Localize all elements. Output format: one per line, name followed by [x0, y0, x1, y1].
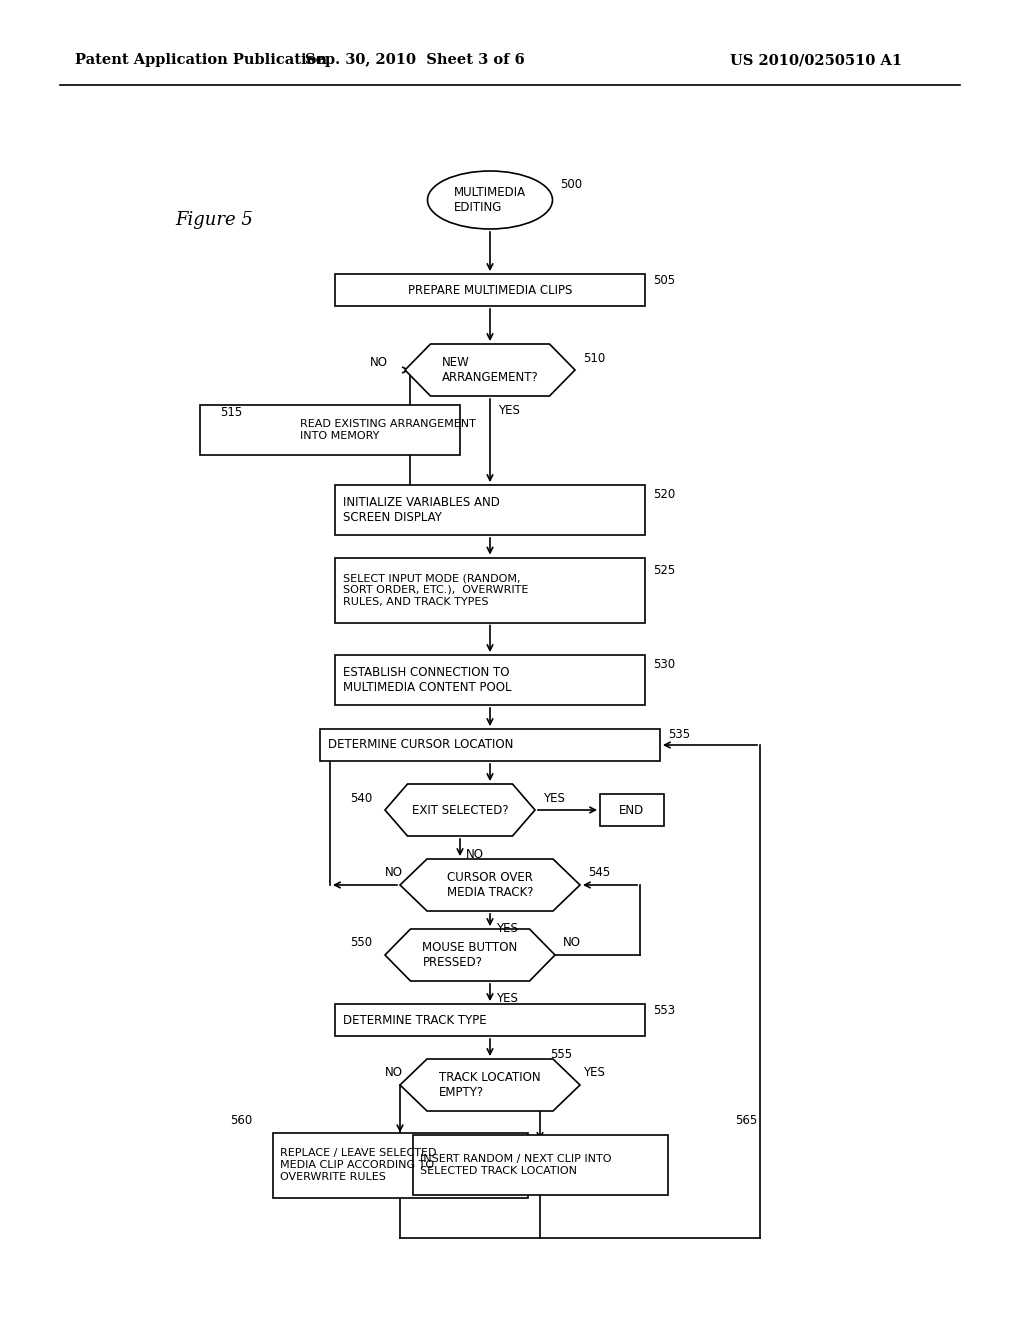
Text: 560: 560 — [230, 1114, 252, 1126]
Text: 565: 565 — [735, 1114, 758, 1126]
Text: MOUSE BUTTON
PRESSED?: MOUSE BUTTON PRESSED? — [422, 941, 517, 969]
Text: 520: 520 — [653, 488, 675, 502]
Bar — [335, 1005, 645, 1036]
Text: Patent Application Publication: Patent Application Publication — [75, 53, 327, 67]
Text: Figure 5: Figure 5 — [175, 211, 253, 228]
Text: EXIT SELECTED?: EXIT SELECTED? — [412, 804, 508, 817]
Text: INSERT RANDOM / NEXT CLIP INTO
SELECTED TRACK LOCATION: INSERT RANDOM / NEXT CLIP INTO SELECTED … — [421, 1154, 612, 1176]
Polygon shape — [385, 929, 555, 981]
Text: 555: 555 — [550, 1048, 572, 1061]
Text: YES: YES — [543, 792, 565, 804]
Bar — [335, 557, 645, 623]
Bar — [272, 1133, 527, 1197]
Text: 515: 515 — [220, 405, 243, 418]
Bar — [600, 795, 664, 826]
Text: NO: NO — [385, 866, 403, 879]
Text: 535: 535 — [668, 729, 690, 742]
Text: 553: 553 — [653, 1003, 675, 1016]
Text: NO: NO — [385, 1067, 403, 1080]
Bar — [335, 275, 645, 306]
Text: Sep. 30, 2010  Sheet 3 of 6: Sep. 30, 2010 Sheet 3 of 6 — [305, 53, 525, 67]
Text: YES: YES — [496, 993, 518, 1006]
Text: MULTIMEDIA
EDITING: MULTIMEDIA EDITING — [454, 186, 526, 214]
Polygon shape — [400, 859, 580, 911]
Text: 525: 525 — [653, 564, 675, 577]
Text: PREPARE MULTIMEDIA CLIPS: PREPARE MULTIMEDIA CLIPS — [408, 284, 572, 297]
Text: YES: YES — [498, 404, 520, 417]
Polygon shape — [406, 345, 575, 396]
Bar — [200, 405, 460, 455]
Text: END: END — [620, 804, 645, 817]
Text: 505: 505 — [653, 273, 675, 286]
Bar — [413, 1135, 668, 1195]
Bar — [335, 484, 645, 535]
Text: YES: YES — [583, 1067, 605, 1080]
Text: ESTABLISH CONNECTION TO
MULTIMEDIA CONTENT POOL: ESTABLISH CONNECTION TO MULTIMEDIA CONTE… — [343, 667, 512, 694]
Text: US 2010/0250510 A1: US 2010/0250510 A1 — [730, 53, 902, 67]
Text: 530: 530 — [653, 659, 675, 672]
Bar — [335, 655, 645, 705]
Text: READ EXISTING ARRANGEMENT
INTO MEMORY: READ EXISTING ARRANGEMENT INTO MEMORY — [300, 420, 476, 441]
Text: DETERMINE TRACK TYPE: DETERMINE TRACK TYPE — [343, 1014, 486, 1027]
Text: NO: NO — [563, 936, 581, 949]
Text: TRACK LOCATION
EMPTY?: TRACK LOCATION EMPTY? — [439, 1071, 541, 1100]
Text: NO: NO — [370, 355, 388, 368]
Bar — [319, 729, 660, 762]
Text: 500: 500 — [560, 178, 583, 191]
Text: NEW
ARRANGEMENT?: NEW ARRANGEMENT? — [441, 356, 539, 384]
Text: CURSOR OVER
MEDIA TRACK?: CURSOR OVER MEDIA TRACK? — [446, 871, 534, 899]
Text: 540: 540 — [350, 792, 373, 804]
Polygon shape — [400, 1059, 580, 1111]
Ellipse shape — [427, 172, 553, 228]
Text: NO: NO — [466, 847, 484, 861]
Text: 510: 510 — [583, 351, 605, 364]
Text: 545: 545 — [588, 866, 610, 879]
Polygon shape — [385, 784, 535, 836]
Text: YES: YES — [496, 923, 518, 936]
Text: 550: 550 — [350, 936, 372, 949]
Text: DETERMINE CURSOR LOCATION: DETERMINE CURSOR LOCATION — [328, 738, 513, 751]
Text: REPLACE / LEAVE SELECTED
MEDIA CLIP ACCORDING TO
OVERWRITE RULES: REPLACE / LEAVE SELECTED MEDIA CLIP ACCO… — [281, 1148, 437, 1181]
Text: INITIALIZE VARIABLES AND
SCREEN DISPLAY: INITIALIZE VARIABLES AND SCREEN DISPLAY — [343, 496, 500, 524]
Text: SELECT INPUT MODE (RANDOM,
SORT ORDER, ETC.),  OVERWRITE
RULES, AND TRACK TYPES: SELECT INPUT MODE (RANDOM, SORT ORDER, E… — [343, 573, 528, 607]
